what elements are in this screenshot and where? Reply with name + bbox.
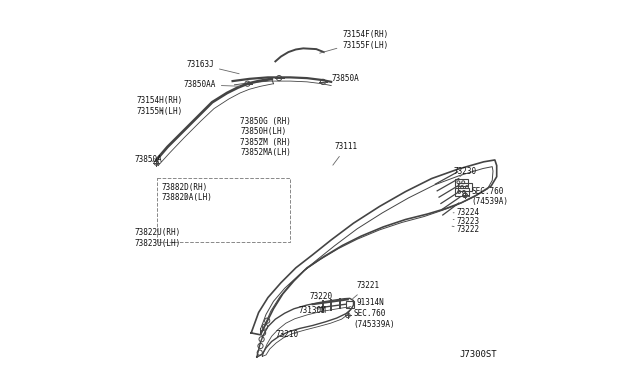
Text: 73130M: 73130M: [298, 306, 326, 315]
Text: 91314N: 91314N: [349, 298, 384, 307]
Text: 73163J: 73163J: [186, 60, 239, 74]
Bar: [454, 179, 468, 186]
Text: 73850A: 73850A: [135, 155, 163, 164]
Text: 73154H(RH)
73155H(LH): 73154H(RH) 73155H(LH): [137, 96, 183, 116]
Text: SEC.760
(74539A): SEC.760 (74539A): [467, 187, 509, 206]
Text: 73822U(RH)
73823U(LH): 73822U(RH) 73823U(LH): [135, 228, 181, 248]
Text: 73221: 73221: [353, 281, 380, 299]
Bar: [456, 188, 468, 196]
Text: J7300ST: J7300ST: [459, 350, 497, 359]
Text: 73111: 73111: [333, 142, 358, 165]
Text: 73882D(RH)
73882DA(LH): 73882D(RH) 73882DA(LH): [162, 183, 212, 202]
Bar: [346, 301, 354, 308]
Text: 73230: 73230: [454, 167, 477, 177]
Bar: [458, 183, 472, 191]
Text: 73154F(RH)
73155F(LH): 73154F(RH) 73155F(LH): [320, 31, 388, 53]
Text: 73850G (RH)
73850H(LH)
73852M (RH)
73852MA(LH): 73850G (RH) 73850H(LH) 73852M (RH) 73852…: [240, 117, 291, 157]
Text: SEC.760
(745339A): SEC.760 (745339A): [348, 310, 395, 329]
Text: 73850A: 73850A: [324, 74, 359, 83]
Text: 73223: 73223: [453, 217, 480, 226]
Text: 73210: 73210: [275, 330, 298, 339]
Text: 73222: 73222: [452, 225, 480, 234]
Text: 73224: 73224: [453, 208, 480, 217]
Text: 73850AA: 73850AA: [184, 80, 240, 89]
Text: 73220: 73220: [310, 292, 333, 301]
